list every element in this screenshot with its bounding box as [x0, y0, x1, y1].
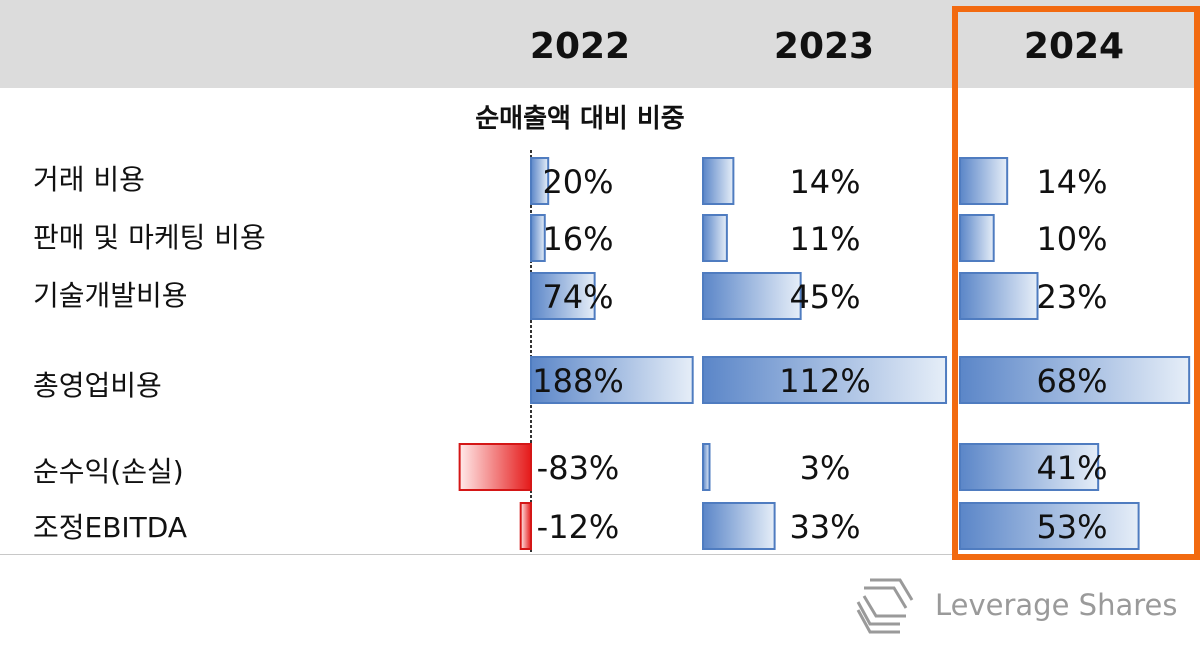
bar-row1-2024: [959, 214, 995, 262]
bar-row1-2022: [530, 214, 546, 262]
year-header-2024: 2024: [1023, 26, 1125, 67]
value-label-row2-2023: 45%: [789, 278, 860, 316]
leverage-shares-logo: Leverage Shares: [850, 572, 1190, 642]
bar-row2-2022: [530, 272, 596, 320]
value-label-row4-2023: 3%: [800, 449, 851, 487]
bar-row4-2022: [458, 443, 532, 491]
bar-row0-2024: [959, 157, 1009, 205]
bottom-rule: [0, 554, 1200, 555]
value-label-row2-2022: 74%: [542, 278, 613, 316]
chart-subtitle: 순매출액 대비 비중: [475, 104, 685, 134]
leverage-shares-logo-icon: [856, 578, 914, 634]
highlight-2024-box: [952, 6, 1200, 560]
row-label-adjusted-ebitda: 조정EBITDA: [33, 511, 188, 544]
bar-row2-2024: [959, 272, 1039, 320]
value-label-row3-2023: 112%: [779, 362, 870, 400]
bar-row5-2022: [519, 502, 532, 550]
value-label-row0-2024: 14%: [1036, 163, 1107, 201]
value-label-row1-2023: 11%: [789, 220, 860, 258]
value-label-row5-2023: 33%: [789, 508, 860, 546]
value-label-row4-2022: -83%: [537, 449, 620, 487]
row-label-tech-development: 기술개발비용: [33, 279, 188, 312]
year-header-band: [0, 0, 1200, 88]
bar-row3-2022: [530, 356, 694, 404]
value-label-row3-2022: 188%: [532, 362, 623, 400]
bar-row4-2024: [959, 443, 1100, 491]
bar-row4-2023: [702, 443, 711, 491]
value-label-row0-2023: 14%: [789, 163, 860, 201]
bar-row5-2024: [959, 502, 1140, 550]
bar-row3-2023: [702, 356, 948, 404]
bar-row0-2023: [702, 157, 735, 205]
value-label-row4-2024: 41%: [1036, 449, 1107, 487]
value-label-row3-2024: 68%: [1036, 362, 1107, 400]
value-label-row5-2022: -12%: [537, 508, 620, 546]
value-label-row5-2024: 53%: [1036, 508, 1107, 546]
year-header-2022: 2022: [529, 26, 631, 67]
year-header-2023: 2023: [773, 26, 875, 67]
row-label-net-income: 순수익(손실): [33, 455, 184, 488]
value-label-row1-2022: 16%: [542, 220, 613, 258]
row-label-transaction-cost: 거래 비용: [33, 163, 145, 196]
row-label-total-opex: 총영업비용: [33, 369, 162, 402]
value-label-row0-2022: 20%: [542, 163, 613, 201]
row-label-sales-marketing: 판매 및 마케팅 비용: [33, 221, 266, 254]
bar-row2-2023: [702, 272, 802, 320]
bar-row0-2022: [530, 157, 550, 205]
value-label-row1-2024: 10%: [1036, 220, 1107, 258]
bar-row5-2023: [702, 502, 776, 550]
bar-row3-2024: [959, 356, 1191, 404]
logo-text: Leverage Shares: [935, 588, 1178, 622]
bar-row1-2023: [702, 214, 728, 262]
value-label-row2-2024: 23%: [1036, 278, 1107, 316]
